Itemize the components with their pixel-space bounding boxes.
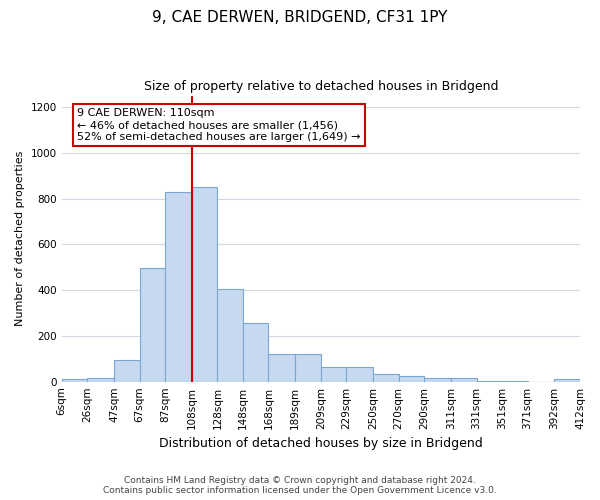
Bar [62,380,87,382]
Bar [217,289,243,382]
Bar [114,360,140,382]
Bar [373,374,399,382]
Bar [165,192,192,382]
Bar [140,268,165,382]
Y-axis label: Number of detached properties: Number of detached properties [15,151,25,326]
Bar [87,378,114,382]
Bar [476,380,502,382]
Bar [243,324,268,382]
Bar [424,378,451,382]
X-axis label: Distribution of detached houses by size in Bridgend: Distribution of detached houses by size … [159,437,483,450]
Text: Contains HM Land Registry data © Crown copyright and database right 2024.
Contai: Contains HM Land Registry data © Crown c… [103,476,497,495]
Text: 9 CAE DERWEN: 110sqm
← 46% of detached houses are smaller (1,456)
52% of semi-de: 9 CAE DERWEN: 110sqm ← 46% of detached h… [77,108,361,142]
Bar [502,380,527,382]
Bar [451,378,476,382]
Text: 9, CAE DERWEN, BRIDGEND, CF31 1PY: 9, CAE DERWEN, BRIDGEND, CF31 1PY [152,10,448,25]
Bar [554,380,580,382]
Bar [346,367,373,382]
Bar [268,354,295,382]
Bar [192,187,217,382]
Bar [295,354,321,382]
Bar [321,367,346,382]
Title: Size of property relative to detached houses in Bridgend: Size of property relative to detached ho… [143,80,498,93]
Bar [399,376,424,382]
